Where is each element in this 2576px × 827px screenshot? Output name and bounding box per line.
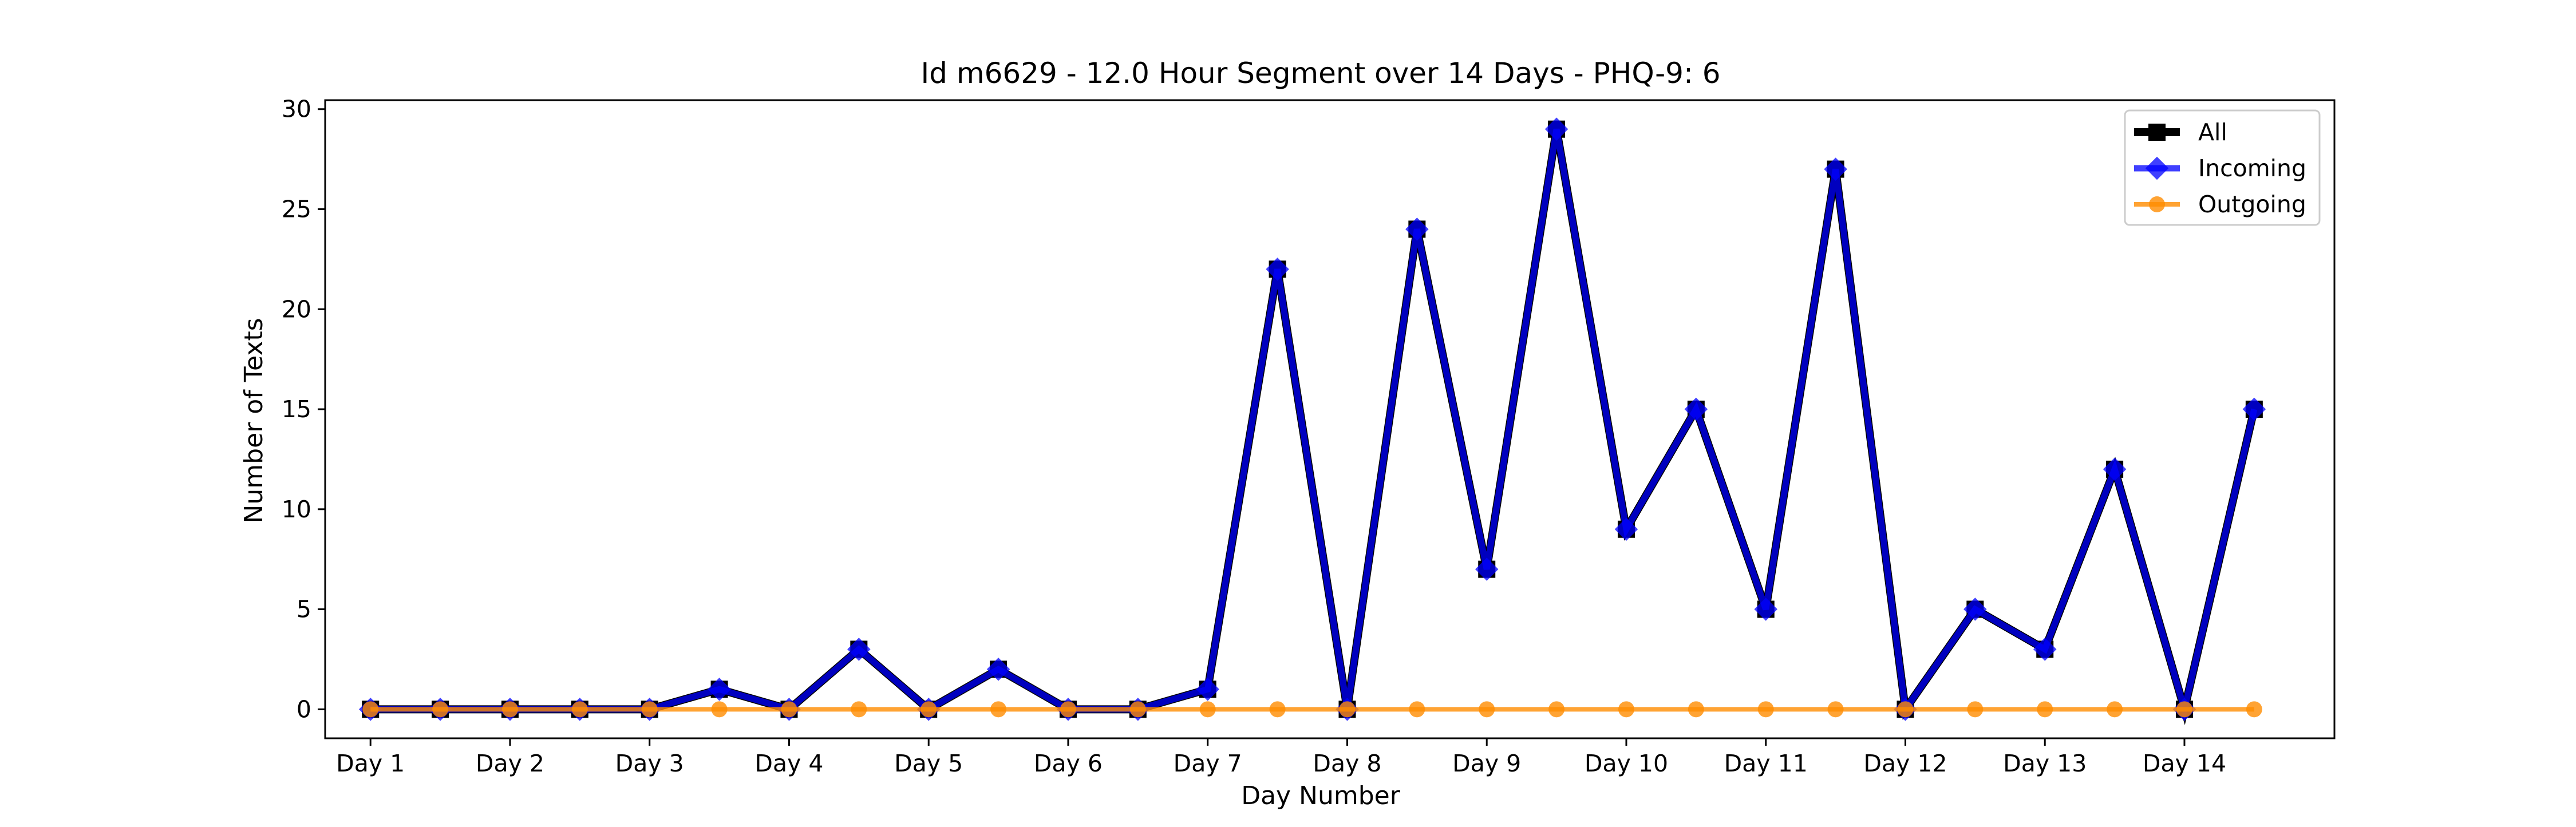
data-point-incoming bbox=[1963, 598, 1987, 621]
data-point-outgoing bbox=[990, 701, 1007, 718]
data-point-outgoing bbox=[1688, 701, 1704, 718]
data-point-incoming bbox=[986, 658, 1010, 681]
legend-label-incoming: Incoming bbox=[2198, 155, 2306, 182]
x-tick-label: Day 8 bbox=[1313, 750, 1381, 777]
x-tick-label: Day 7 bbox=[1174, 750, 1242, 777]
legend-box bbox=[2124, 109, 2321, 226]
data-point-outgoing bbox=[2176, 701, 2192, 718]
data-point-outgoing bbox=[851, 701, 867, 718]
data-point-incoming bbox=[1544, 117, 1568, 141]
data-point-outgoing bbox=[1897, 701, 1914, 718]
data-point-incoming bbox=[1196, 678, 1219, 701]
data-point-incoming bbox=[1405, 217, 1429, 241]
x-tick-label: Day 3 bbox=[615, 750, 684, 777]
chart-title: Id m6629 - 12.0 Hour Segment over 14 Day… bbox=[920, 57, 1720, 90]
y-tick-label: 10 bbox=[282, 496, 311, 523]
y-tick-label: 25 bbox=[282, 195, 311, 223]
x-tick-label: Day 14 bbox=[2143, 750, 2226, 777]
data-point-outgoing bbox=[1967, 701, 1984, 718]
data-point-outgoing bbox=[2107, 701, 2123, 718]
legend-label-all: All bbox=[2198, 118, 2227, 146]
data-point-outgoing bbox=[571, 701, 588, 718]
y-tick-label: 30 bbox=[282, 96, 311, 123]
x-tick-label: Day 10 bbox=[1585, 750, 1668, 777]
data-point-outgoing bbox=[1827, 701, 1844, 718]
x-axis-label: Day Number bbox=[1241, 781, 1401, 810]
x-tick-label: Day 2 bbox=[476, 750, 544, 777]
legend-marker-all bbox=[2148, 124, 2166, 141]
data-point-outgoing bbox=[2037, 701, 2053, 718]
data-point-incoming bbox=[1824, 157, 1847, 181]
data-point-outgoing bbox=[1060, 701, 1076, 718]
y-tick-label: 15 bbox=[282, 395, 311, 423]
data-point-outgoing bbox=[2246, 701, 2262, 718]
legend-label-outgoing: Outgoing bbox=[2198, 191, 2306, 218]
data-point-incoming bbox=[1266, 258, 1289, 281]
data-point-outgoing bbox=[781, 701, 797, 718]
data-point-incoming bbox=[1614, 517, 1638, 541]
data-point-outgoing bbox=[1757, 701, 1774, 718]
plot-frame bbox=[324, 99, 2336, 739]
plot-area: 0 5 10 15 20 25 30 Day 1 Day 2 Day 3 Day 4 Day 5 Day… bbox=[282, 96, 2336, 777]
x-tick-label: Day 13 bbox=[2003, 750, 2087, 777]
data-point-incoming bbox=[708, 678, 731, 701]
y-tick-label: 0 bbox=[297, 695, 311, 723]
x-tick-label: Day 4 bbox=[754, 750, 823, 777]
legend-marker-outgoing bbox=[2149, 196, 2165, 212]
legend-marker-incoming bbox=[2145, 156, 2169, 180]
data-point-outgoing bbox=[1339, 701, 1356, 718]
data-point-incoming bbox=[2242, 397, 2266, 421]
x-tick-label: Day 11 bbox=[1724, 750, 1808, 777]
data-point-incoming bbox=[1754, 598, 1777, 621]
data-point-incoming bbox=[1684, 397, 1708, 421]
data-point-outgoing bbox=[1199, 701, 1216, 718]
data-point-incoming bbox=[1475, 557, 1499, 581]
x-tick-label: Day 1 bbox=[336, 750, 405, 777]
data-point-outgoing bbox=[1129, 701, 1146, 718]
data-point-outgoing bbox=[501, 701, 518, 718]
x-tick-label: Day 9 bbox=[1452, 750, 1521, 777]
data-point-outgoing bbox=[1409, 701, 1425, 718]
data-point-outgoing bbox=[1479, 701, 1495, 718]
y-tick-label: 5 bbox=[297, 596, 311, 623]
data-point-outgoing bbox=[1269, 701, 1286, 718]
data-point-outgoing bbox=[362, 701, 379, 718]
series-line-incoming bbox=[370, 128, 2258, 722]
data-point-outgoing bbox=[920, 701, 937, 718]
data-point-incoming bbox=[847, 638, 871, 661]
data-point-outgoing bbox=[711, 701, 728, 718]
y-axis-label: Number of Texts bbox=[239, 318, 268, 523]
legend: All Incoming Outgoing bbox=[2124, 109, 2321, 226]
data-point-outgoing bbox=[641, 701, 658, 718]
data-point-outgoing bbox=[1618, 701, 1634, 718]
y-tick-label: 20 bbox=[282, 295, 311, 323]
data-point-incoming bbox=[2103, 457, 2127, 481]
x-tick-label: Day 5 bbox=[894, 750, 963, 777]
data-point-outgoing bbox=[1548, 701, 1565, 718]
data-point-incoming bbox=[2033, 638, 2057, 661]
data-point-outgoing bbox=[432, 701, 449, 718]
x-tick-label: Day 12 bbox=[1863, 750, 1947, 777]
x-tick-label: Day 6 bbox=[1034, 750, 1103, 777]
